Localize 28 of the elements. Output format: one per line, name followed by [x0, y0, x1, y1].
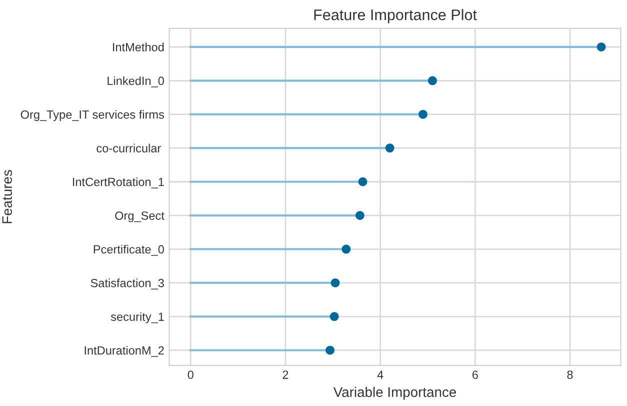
x-axis-title: Variable Importance [333, 386, 456, 400]
y-tick-label: Org_Sect [115, 211, 164, 222]
point [330, 278, 340, 288]
point [358, 177, 368, 186]
y-tick-label: IntMethod [113, 42, 164, 52]
y-tick-label: IntDurationM_2 [84, 346, 164, 357]
x-tick-label: 8 [567, 370, 573, 379]
chart-title: Feature Importance Plot [314, 9, 477, 24]
y-tick-label: Org_Type_IT services firms [20, 110, 164, 122]
y-tick-label: Satisfaction_3 [90, 278, 164, 290]
point [385, 144, 394, 153]
y-tick-label: co-curricular [96, 144, 161, 152]
point [355, 210, 364, 220]
point [342, 244, 351, 254]
point [418, 110, 428, 119]
x-tick-label: 0 [188, 370, 194, 379]
x-tick-label: 6 [472, 370, 478, 379]
point [330, 312, 339, 322]
y-tick-label: security_1 [110, 312, 164, 324]
point [596, 42, 606, 52]
y-tick-label: Pcertificate_0 [94, 244, 164, 256]
point [326, 346, 335, 355]
point [428, 76, 437, 86]
x-tick-label: 2 [282, 370, 288, 379]
y-tick-label: IntCertRotation_1 [72, 177, 164, 188]
x-tick-label: 4 [377, 370, 384, 379]
y-axis-title: Features [2, 170, 12, 224]
y-tick-label: LinkedIn_0 [108, 76, 164, 88]
